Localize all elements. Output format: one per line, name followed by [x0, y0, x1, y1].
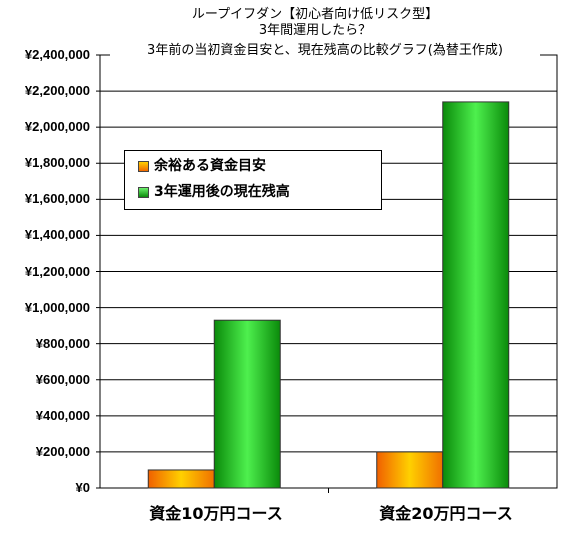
- chart-subtitle: 3年間運用したら？: [258, 23, 372, 38]
- y-tick-label: ¥2,200,000: [24, 83, 90, 99]
- chart-title: ループイフダン【初心者向け低リスク型】: [191, 7, 439, 22]
- chart-description: 3年前の当初資金目安と、現在残高の比較グラフ(為替王作成): [110, 43, 540, 58]
- legend-label: 3年運用後の現在残高: [154, 184, 290, 200]
- y-tick-label: ¥2,400,000: [24, 47, 90, 62]
- y-tick-label: ¥600,000: [35, 371, 90, 387]
- x-category-label: 資金10万円コース: [149, 504, 283, 523]
- y-tick-label: ¥1,800,000: [24, 155, 90, 171]
- legend-item-budget: 余裕ある資金目安: [138, 157, 266, 175]
- y-tick-label: ¥1,200,000: [24, 263, 90, 279]
- y-tick-label: ¥0: [75, 480, 90, 495]
- y-tick-label: ¥1,400,000: [24, 227, 90, 243]
- y-tick-label: ¥800,000: [35, 335, 90, 351]
- y-tick-label: ¥400,000: [35, 407, 90, 423]
- x-category-label: 資金20万円コース: [379, 504, 513, 523]
- bar-budget: [376, 451, 444, 489]
- legend: 余裕ある資金目安 3年運用後の現在残高: [124, 150, 382, 210]
- bar-balance: [442, 101, 510, 489]
- legend-swatch-green: [138, 187, 149, 198]
- y-tick-label: ¥2,000,000: [24, 119, 90, 135]
- bar-balance: [213, 319, 281, 489]
- legend-label: 余裕ある資金目安: [154, 158, 266, 174]
- y-tick-label: ¥1,600,000: [24, 191, 90, 207]
- bar-budget: [147, 469, 215, 489]
- legend-swatch-orange: [138, 161, 149, 172]
- y-tick-label: ¥1,000,000: [24, 299, 90, 315]
- y-tick-label: ¥200,000: [35, 443, 90, 459]
- legend-item-balance: 3年運用後の現在残高: [138, 183, 290, 201]
